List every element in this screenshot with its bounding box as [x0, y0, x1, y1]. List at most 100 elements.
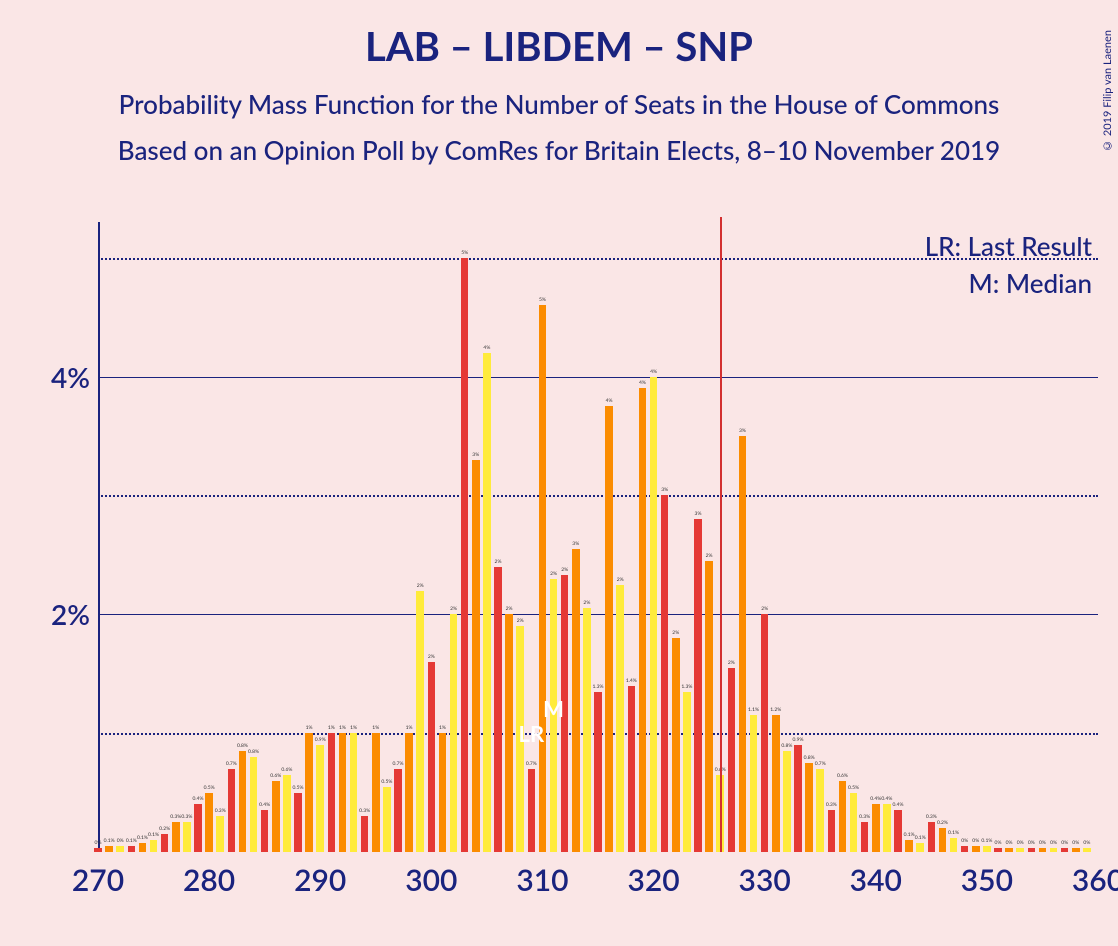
- bar: [172, 822, 180, 852]
- bar-value-label: 2%: [517, 618, 524, 624]
- bar-value-label: 0.1%: [904, 832, 915, 838]
- bar-value-label: 2%: [761, 606, 768, 612]
- bar-value-label: 2%: [495, 559, 502, 565]
- bar: [905, 840, 913, 852]
- bar-value-label: 2%: [617, 577, 624, 583]
- bar-value-label: 1%: [339, 725, 346, 731]
- bar-value-label: 0%: [95, 840, 102, 846]
- bar: [1039, 848, 1047, 852]
- copyright-text: © 2019 Filip van Laenen: [1101, 30, 1114, 152]
- bar: [883, 804, 891, 852]
- bar: [705, 561, 713, 852]
- chart-subtitle-1: Probability Mass Function for the Number…: [0, 88, 1118, 120]
- bar: [728, 668, 736, 852]
- bar: [116, 846, 124, 852]
- gridline-major: [98, 377, 1098, 378]
- bar: [361, 816, 369, 852]
- bar: [650, 377, 658, 852]
- bar: [539, 305, 547, 852]
- bar-value-label: 2%: [506, 606, 513, 612]
- bar: [750, 715, 758, 852]
- bar: [528, 769, 536, 852]
- bar-value-label: 2%: [728, 660, 735, 666]
- bar-value-label: 4%: [606, 398, 613, 404]
- bar: [283, 775, 291, 852]
- bar-value-label: 0.4%: [870, 796, 881, 802]
- bar-value-label: 0.1%: [915, 835, 926, 841]
- bar: [383, 787, 391, 852]
- bar-value-label: 0.9%: [793, 737, 804, 743]
- bar: [939, 828, 947, 852]
- bar: [739, 436, 747, 852]
- bar-value-label: 0%: [1006, 840, 1013, 846]
- bar: [339, 733, 347, 852]
- bar: [405, 733, 413, 852]
- bar-value-label: 0.6%: [281, 767, 292, 773]
- bar-value-label: 0.5%: [204, 785, 215, 791]
- bar-value-label: 0.8%: [248, 749, 259, 755]
- bar-value-label: 0.1%: [148, 832, 159, 838]
- bar: [761, 614, 769, 852]
- bar: [150, 840, 158, 852]
- bar-value-label: 0.3%: [359, 808, 370, 814]
- bar: [628, 686, 636, 852]
- median-marker-line: [720, 217, 722, 852]
- bar: [683, 692, 691, 852]
- bar: [961, 846, 969, 852]
- bar: [350, 733, 358, 852]
- bar-value-label: 0.3%: [826, 802, 837, 808]
- bar: [950, 838, 958, 852]
- bar-value-label: 0.3%: [926, 814, 937, 820]
- bar-value-label: 0.1%: [126, 838, 137, 844]
- bar: [772, 715, 780, 852]
- bar: [1050, 848, 1058, 852]
- bar: [1083, 848, 1091, 852]
- bar-value-label: 0.1%: [104, 838, 115, 844]
- x-tick-label: 300: [405, 862, 457, 898]
- bar: [861, 822, 869, 852]
- bar: [672, 638, 680, 852]
- bar: [639, 388, 647, 852]
- bar: [216, 816, 224, 852]
- bar: [894, 810, 902, 852]
- bar-value-label: 3%: [739, 428, 746, 434]
- bar: [472, 460, 480, 852]
- bar-value-label: 3%: [572, 541, 579, 547]
- lr-marker-label: LR: [519, 720, 545, 747]
- bar-value-label: 0.3%: [170, 814, 181, 820]
- bar: [183, 822, 191, 852]
- bar: [483, 353, 491, 852]
- bar: [616, 585, 624, 852]
- x-tick-label: 360: [1072, 862, 1118, 898]
- bar-value-label: 0%: [1017, 840, 1024, 846]
- bar-value-label: 0.7%: [393, 761, 404, 767]
- bar-value-label: 0.5%: [293, 785, 304, 791]
- bar-value-label: 0.8%: [804, 755, 815, 761]
- bar: [428, 662, 436, 852]
- bar-value-label: 0.8%: [781, 743, 792, 749]
- bar-value-label: 0.7%: [526, 761, 537, 767]
- bar: [816, 769, 824, 852]
- bar-value-label: 0.8%: [237, 743, 248, 749]
- bar-value-label: 1.2%: [770, 707, 781, 713]
- bar: [450, 614, 458, 852]
- bar-value-label: 5%: [539, 297, 546, 303]
- median-marker-label: M: [543, 695, 564, 722]
- bar-value-label: 2%: [706, 553, 713, 559]
- bar: [294, 793, 302, 852]
- bar-value-label: 3%: [695, 511, 702, 517]
- bar: [594, 692, 602, 852]
- bar: [316, 745, 324, 852]
- x-tick-label: 330: [739, 862, 791, 898]
- bar-value-label: 0%: [1083, 840, 1090, 846]
- bar-value-label: 1%: [439, 725, 446, 731]
- bar: [505, 614, 513, 852]
- bar-value-label: 0.6%: [270, 773, 281, 779]
- bar-value-label: 5%: [461, 250, 468, 256]
- bar-value-label: 0.7%: [226, 761, 237, 767]
- y-tick-label: 2%: [51, 597, 90, 631]
- bar-value-label: 1.3%: [593, 684, 604, 690]
- bar-value-label: 0.4%: [881, 796, 892, 802]
- bar: [139, 843, 147, 853]
- bar-value-label: 0.9%: [315, 737, 326, 743]
